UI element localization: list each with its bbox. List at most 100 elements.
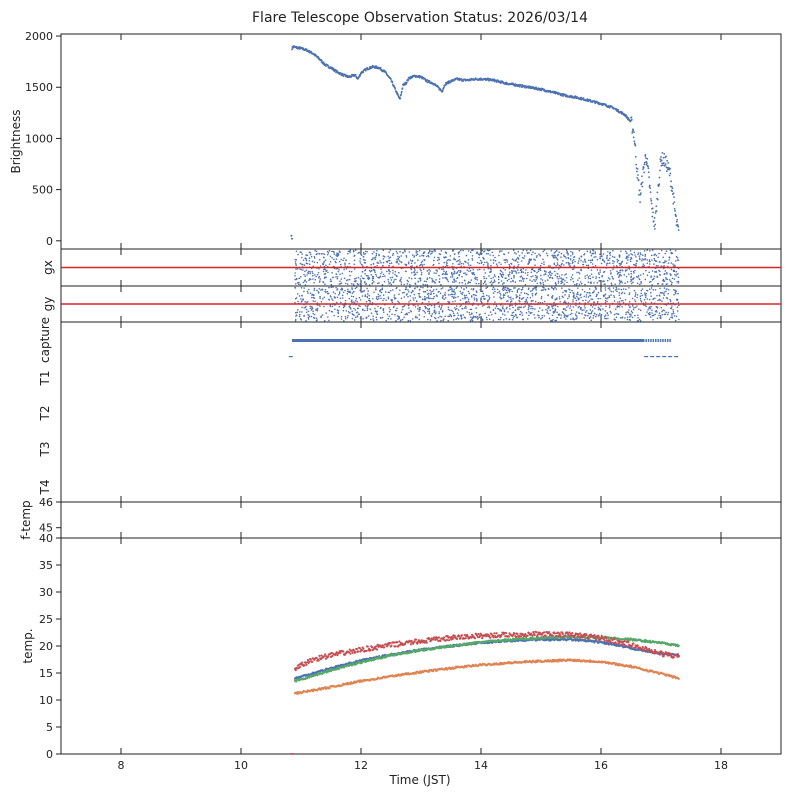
gx-point [433,249,436,252]
gy-point [661,310,663,313]
gy-point [616,301,619,303]
gy-point [370,312,373,314]
gy-point [563,316,566,319]
brightness-point [669,167,671,170]
gy-point [648,298,651,301]
gx-point [427,255,430,258]
gx-point [427,252,430,254]
temp-point-orange [427,670,431,673]
gx-point [512,280,515,283]
gy-point [454,307,456,309]
gx-point [331,272,333,274]
gy-point [573,294,575,296]
brightness-point [642,168,644,171]
gy-point [512,306,514,309]
gx-point [413,271,416,273]
gx-point [386,261,389,263]
gy-point [303,314,305,317]
gy-point [552,312,555,314]
gx-point [518,254,521,257]
gy-point [453,297,455,300]
gx-point [392,269,394,272]
gy-point [569,291,572,294]
gy-point [643,298,646,301]
gy-point [349,291,352,294]
gx-point [561,274,563,276]
gy-point [394,313,396,316]
gy-point [567,305,570,307]
gy-point [501,288,504,291]
gx-point [642,263,645,265]
gx-point [384,275,386,277]
gx-point [513,276,515,279]
gx-point [350,282,353,285]
gy-point [519,310,522,313]
gy-point [629,306,631,308]
gy-point [331,311,334,313]
gx-point [506,279,509,282]
gx-point [526,274,529,276]
gy-point [508,296,511,299]
gy-point [437,301,440,303]
gx-point [608,262,611,264]
gy-point [558,298,561,300]
gx-point [422,283,425,286]
brightness-point [362,71,365,74]
gy-point [376,296,378,298]
gx-point [641,254,644,257]
gx-point [389,262,391,265]
gy-point [453,314,456,317]
gx-point [490,277,492,280]
gx-point [325,264,327,267]
gx-point [571,260,574,262]
gx-point [665,276,667,279]
gx-point [648,259,651,261]
gx-point [456,260,458,263]
gx-point [565,262,568,264]
gy-point [475,297,478,300]
gx-point [549,271,552,273]
gx-point [478,256,480,259]
gy-point [395,319,397,322]
gy-point [300,298,302,300]
gx-point [508,278,510,281]
gy-point [564,314,567,317]
gx-point [512,270,514,272]
gy-point [588,317,591,319]
gx-point [294,261,297,263]
gy-point [396,307,398,310]
gy-point [321,314,324,316]
brightness-point [664,164,666,167]
gy-point [523,292,526,295]
brightness-point [672,192,675,195]
gy-point [387,317,390,320]
gy-point [591,306,594,308]
gy-point [625,288,627,291]
gy-point [599,312,601,315]
gy-point [403,296,406,298]
gy-point [504,287,506,289]
gx-point [591,252,594,255]
gx-point [593,282,595,284]
gx-point [343,257,345,260]
gy-point [408,290,410,293]
gy-point [403,316,405,319]
gx-point [643,250,646,252]
gx-point [584,275,586,277]
gx-point [623,274,626,276]
gx-point [405,254,408,257]
gy-point [339,297,342,300]
gy-point [502,294,505,297]
gx-point [489,254,491,256]
gx-point [396,261,398,264]
gx-point [372,268,375,271]
gy-point [316,319,318,321]
gy-point [421,298,424,300]
gy-point [662,297,665,299]
gx-point [388,283,390,285]
gy-point [494,307,497,309]
gx-point [510,269,513,272]
gx-point [654,253,656,255]
gy-point [527,308,530,311]
gy-point [355,311,358,314]
